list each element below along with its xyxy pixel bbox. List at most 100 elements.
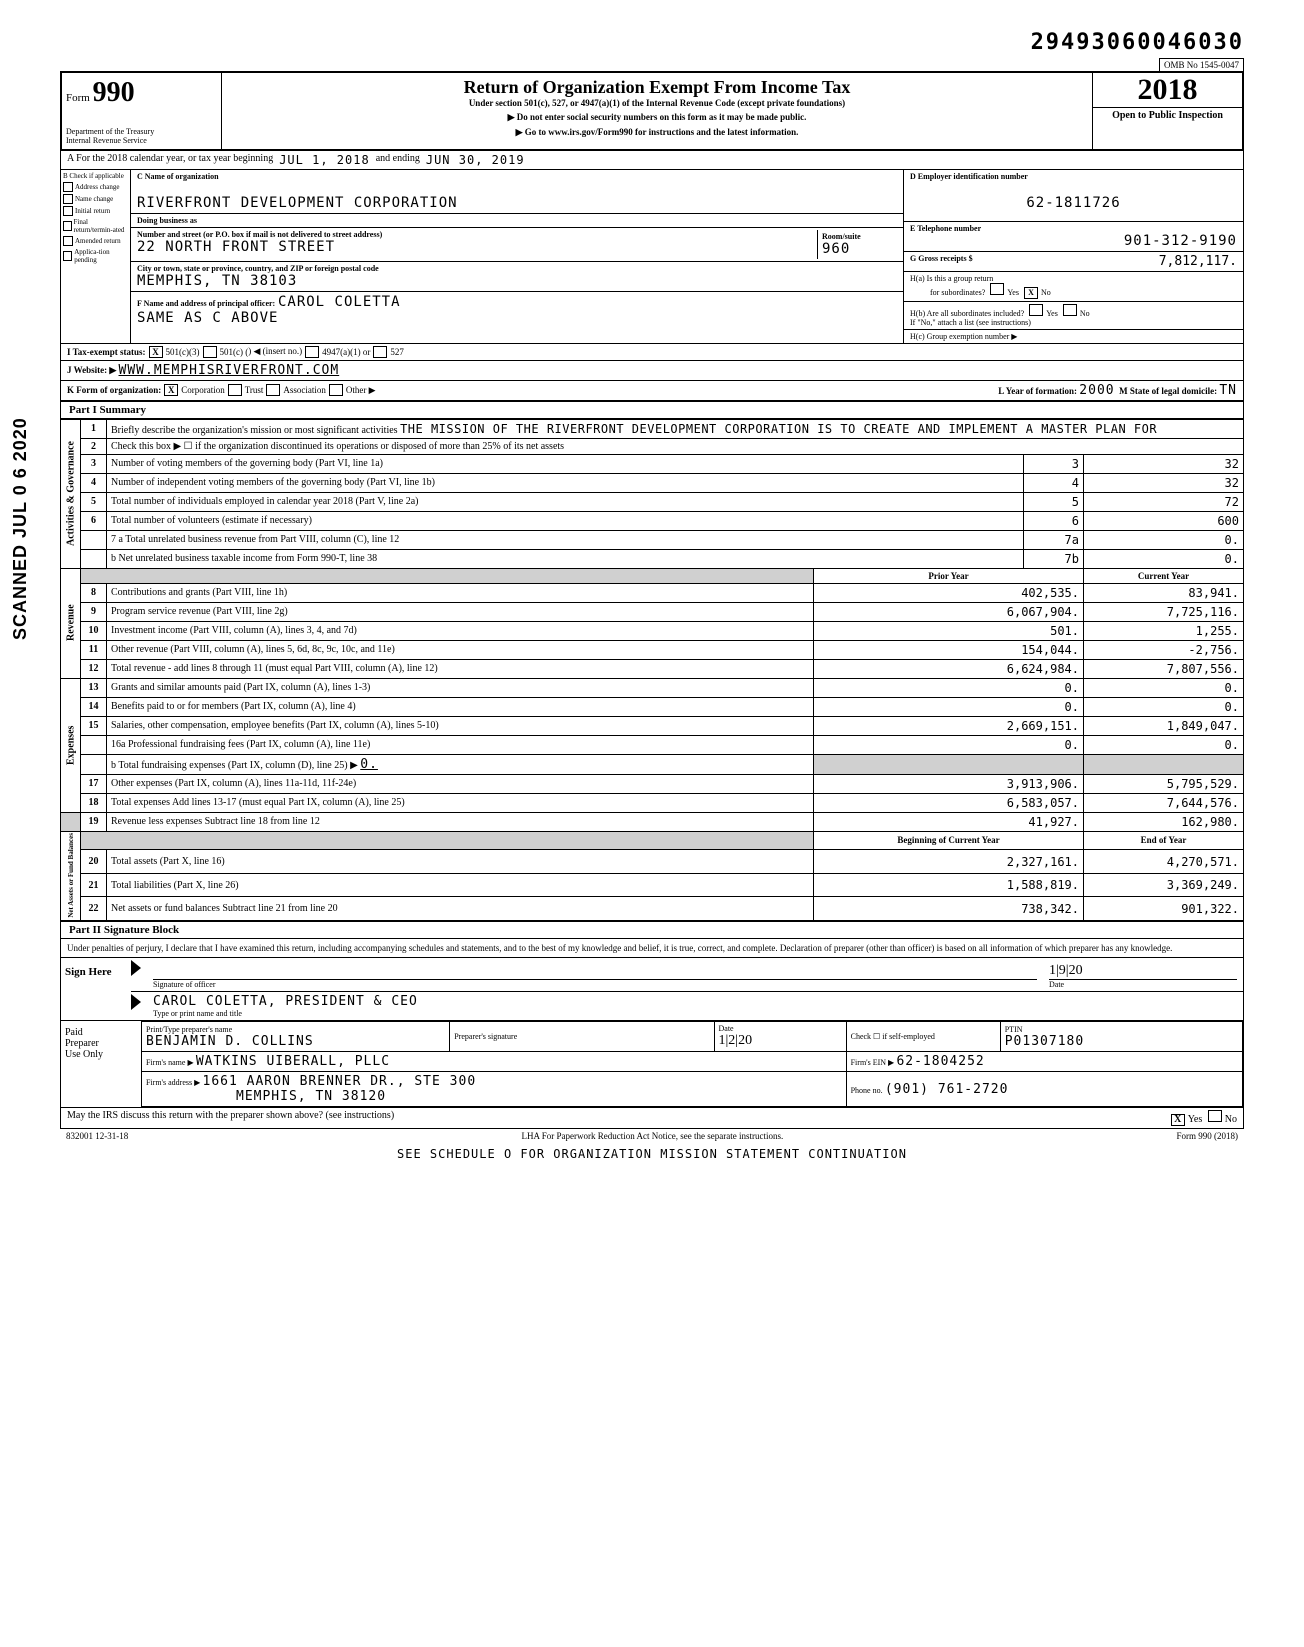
line7b-val: 0. bbox=[1084, 549, 1244, 568]
line21-desc: Total liabilities (Part X, line 26) bbox=[107, 873, 814, 897]
h1a-no-checkbox[interactable]: X bbox=[1024, 287, 1038, 299]
assoc-label: Association bbox=[283, 385, 326, 395]
prep-sig-label: Preparer's signature bbox=[454, 1032, 709, 1041]
line12-num: 12 bbox=[81, 659, 107, 678]
officer-addr: SAME AS C ABOVE bbox=[137, 310, 897, 326]
line10-desc: Investment income (Part VIII, column (A)… bbox=[107, 621, 814, 640]
addr-change-checkbox[interactable] bbox=[63, 182, 73, 192]
line4-box: 4 bbox=[1024, 473, 1084, 492]
line11-prior: 154,044. bbox=[814, 640, 1084, 659]
name-change-checkbox[interactable] bbox=[63, 194, 73, 204]
side-revenue: Revenue bbox=[61, 568, 81, 678]
org-name-label: C Name of organization bbox=[137, 172, 897, 181]
line16b-num bbox=[81, 754, 107, 774]
line16a-desc: 16a Professional fundraising fees (Part … bbox=[107, 735, 814, 754]
signature-block: Sign Here Signature of officer 1|9|20 Da… bbox=[60, 958, 1244, 1021]
firm-ein: 62-1804252 bbox=[896, 1054, 984, 1069]
line19-desc: Revenue less expenses Subtract line 18 f… bbox=[107, 812, 814, 831]
formtype-label: K Form of organization: bbox=[67, 385, 161, 395]
period-end: JUN 30, 2019 bbox=[420, 153, 531, 167]
line12-desc: Total revenue - add lines 8 through 11 (… bbox=[107, 659, 814, 678]
4947-checkbox[interactable] bbox=[305, 346, 319, 358]
initial-return-checkbox[interactable] bbox=[63, 206, 73, 216]
firm-name-label: Firm's name ▶ bbox=[146, 1058, 194, 1067]
state-domicile-label: M State of legal domicile: bbox=[1119, 386, 1217, 396]
discuss-label: May the IRS discuss this return with the… bbox=[67, 1110, 394, 1126]
line4-num: 4 bbox=[81, 473, 107, 492]
phone-label: E Telephone number bbox=[910, 224, 1237, 233]
h1a-yes: Yes bbox=[1007, 288, 1019, 297]
corp-checkbox[interactable]: X bbox=[164, 384, 178, 396]
sign-here-label: Sign Here bbox=[61, 958, 131, 1020]
footer-lha: LHA For Paperwork Reduction Act Notice, … bbox=[522, 1131, 784, 1141]
omb-number: OMB No 1545-0047 bbox=[1159, 58, 1244, 72]
firm-phone: (901) 761-2720 bbox=[885, 1082, 1009, 1097]
line17-desc: Other expenses (Part IX, column (A), lin… bbox=[107, 774, 814, 793]
line6-box: 6 bbox=[1024, 511, 1084, 530]
officer-signature-line[interactable] bbox=[153, 960, 1037, 980]
line7a-num bbox=[81, 530, 107, 549]
amended-return-checkbox[interactable] bbox=[63, 236, 73, 246]
trust-label: Trust bbox=[245, 385, 264, 395]
line15-num: 15 bbox=[81, 716, 107, 735]
line4-desc: Number of independent voting members of … bbox=[107, 473, 1024, 492]
application-pending-checkbox[interactable] bbox=[63, 251, 72, 261]
formtype-row: K Form of organization: XCorporation Tru… bbox=[60, 381, 1244, 401]
end-year-hdr: End of Year bbox=[1084, 831, 1244, 850]
line1-num: 1 bbox=[81, 419, 107, 438]
assoc-checkbox[interactable] bbox=[266, 384, 280, 396]
discuss-yes: Yes bbox=[1188, 1114, 1203, 1125]
501c-checkbox[interactable] bbox=[203, 346, 217, 358]
room-label: Room/suite bbox=[822, 232, 893, 241]
preparer-block: Paid Preparer Use Only Print/Type prepar… bbox=[60, 1021, 1244, 1108]
line5-val: 72 bbox=[1084, 492, 1244, 511]
line13-prior: 0. bbox=[814, 678, 1084, 697]
final-return-checkbox[interactable] bbox=[63, 221, 72, 231]
name-arrow-icon bbox=[131, 994, 141, 1010]
street-label: Number and street (or P.O. box if mail i… bbox=[137, 230, 817, 239]
h1a-yes-checkbox[interactable] bbox=[990, 283, 1004, 295]
discuss-row: May the IRS discuss this return with the… bbox=[60, 1108, 1244, 1129]
h1b-yes-checkbox[interactable] bbox=[1029, 304, 1043, 316]
line13-num: 13 bbox=[81, 678, 107, 697]
line15-prior: 2,669,151. bbox=[814, 716, 1084, 735]
line22-desc: Net assets or fund balances Subtract lin… bbox=[107, 897, 814, 921]
period-row: A For the 2018 calendar year, or tax yea… bbox=[60, 151, 1244, 170]
h1b-no-checkbox[interactable] bbox=[1063, 304, 1077, 316]
line3-box: 3 bbox=[1024, 454, 1084, 473]
line21-num: 21 bbox=[81, 873, 107, 897]
use-only-label: Use Only bbox=[65, 1049, 137, 1060]
line3-desc: Number of voting members of the governin… bbox=[107, 454, 1024, 473]
name-change-label: Name change bbox=[75, 195, 113, 203]
h-no-attach: If "No," attach a list (see instructions… bbox=[910, 318, 1237, 327]
line8-prior: 402,535. bbox=[814, 583, 1084, 602]
527-checkbox[interactable] bbox=[373, 346, 387, 358]
footer-code: 832001 12-31-18 bbox=[66, 1131, 128, 1141]
line17-num: 17 bbox=[81, 774, 107, 793]
501c3-checkbox[interactable]: X bbox=[149, 346, 163, 358]
discuss-no-checkbox[interactable] bbox=[1208, 1110, 1222, 1122]
line5-box: 5 bbox=[1024, 492, 1084, 511]
firm-name: WATKINS UIBERALL, PLLC bbox=[196, 1054, 390, 1069]
trust-checkbox[interactable] bbox=[228, 384, 242, 396]
line15-desc: Salaries, other compensation, employee b… bbox=[107, 716, 814, 735]
line16b-cur-shaded bbox=[1084, 754, 1244, 774]
line6-val: 600 bbox=[1084, 511, 1244, 530]
tax-status-label: I Tax-exempt status: bbox=[67, 347, 146, 357]
room-value: 960 bbox=[822, 241, 893, 257]
line19-cur: 162,980. bbox=[1084, 812, 1244, 831]
line14-prior: 0. bbox=[814, 697, 1084, 716]
dept-treasury: Department of the Treasury bbox=[66, 127, 217, 136]
501c-label: 501(c) ( bbox=[220, 347, 249, 357]
h1b-no: No bbox=[1080, 309, 1090, 318]
line7a-box: 7a bbox=[1024, 530, 1084, 549]
line2-num: 2 bbox=[81, 438, 107, 454]
line10-cur: 1,255. bbox=[1084, 621, 1244, 640]
line4-val: 32 bbox=[1084, 473, 1244, 492]
state-domicile: TN bbox=[1219, 383, 1237, 398]
other-checkbox[interactable] bbox=[329, 384, 343, 396]
discuss-yes-checkbox[interactable]: X bbox=[1171, 1114, 1185, 1126]
other-label: Other ▶ bbox=[346, 385, 376, 396]
line3-val: 32 bbox=[1084, 454, 1244, 473]
open-public: Open to Public Inspection bbox=[1093, 107, 1242, 123]
